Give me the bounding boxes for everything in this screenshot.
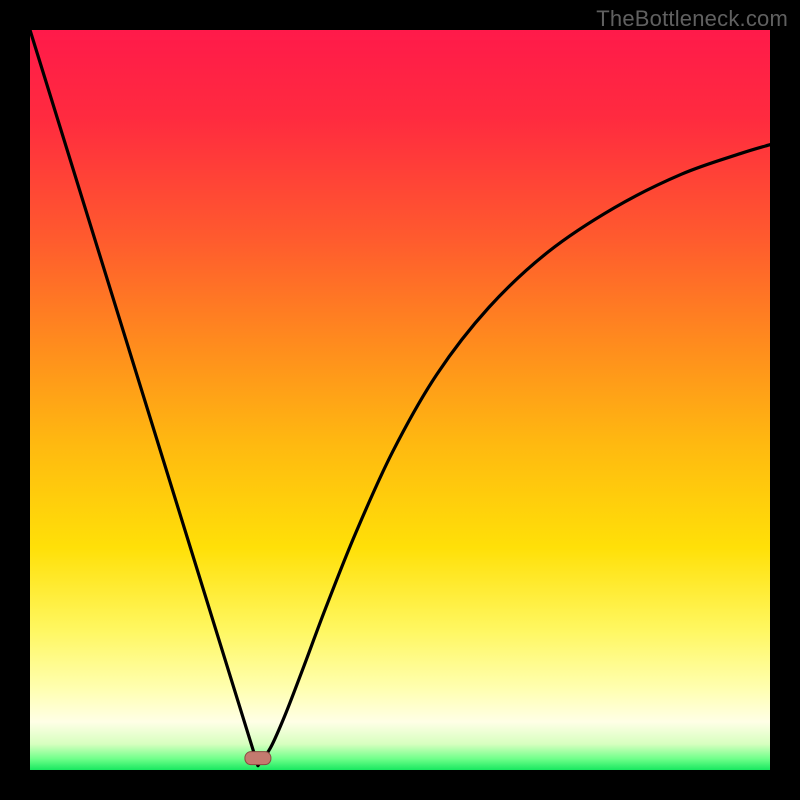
optimum-marker: [245, 752, 271, 765]
bottleneck-chart: [0, 0, 800, 800]
watermark-text: TheBottleneck.com: [596, 6, 788, 32]
plot-area: [30, 30, 770, 770]
figure-stage: TheBottleneck.com: [0, 0, 800, 800]
